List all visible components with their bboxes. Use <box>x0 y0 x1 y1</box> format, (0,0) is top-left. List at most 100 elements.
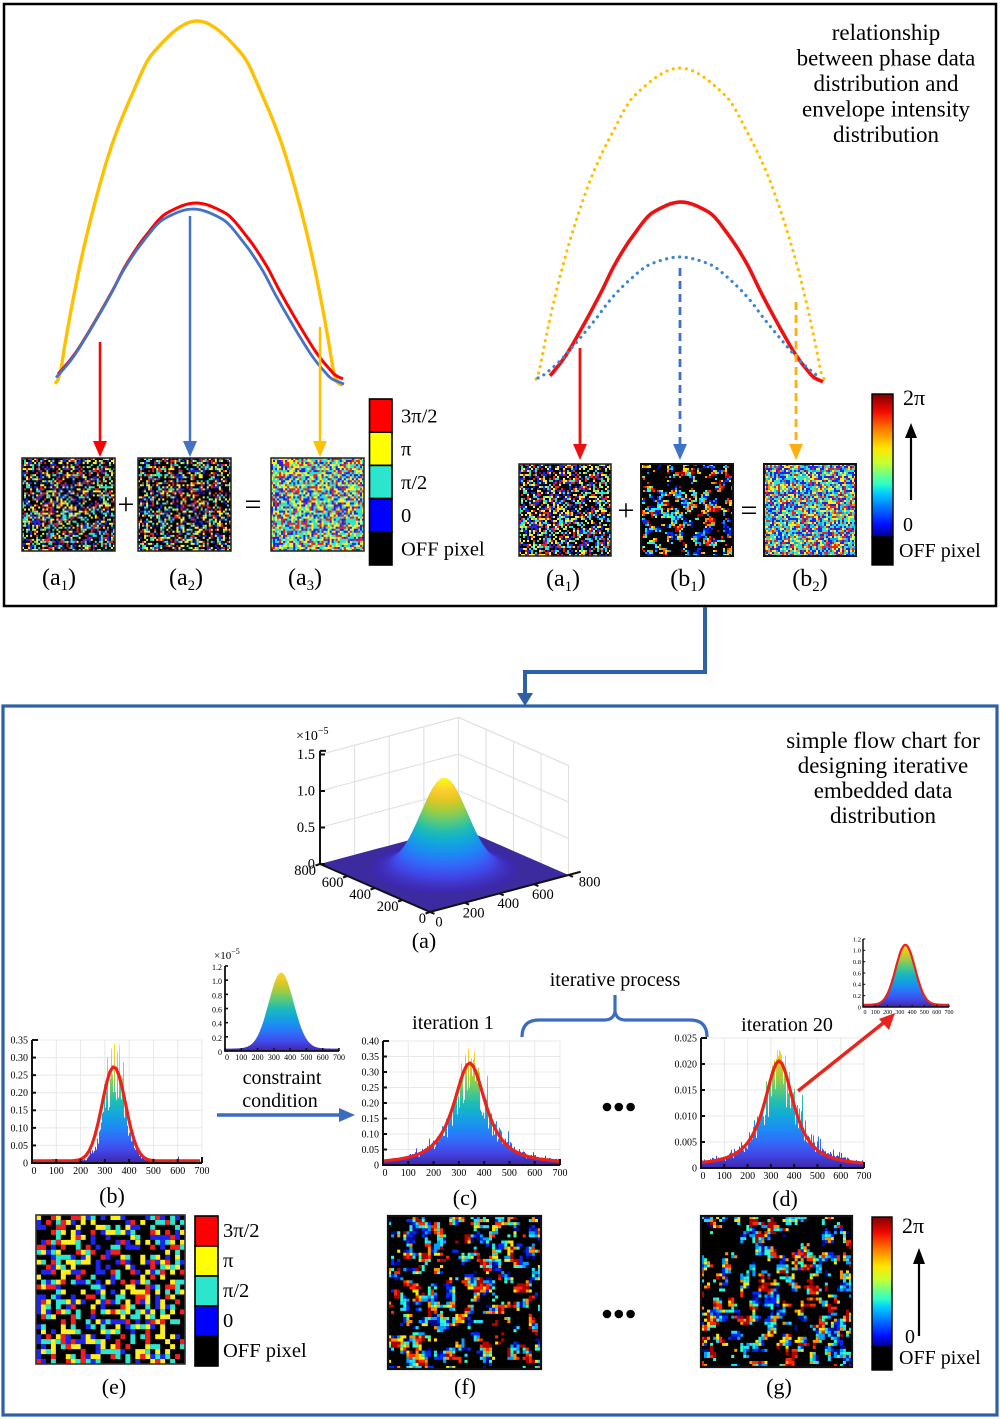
svg-text:200: 200 <box>463 905 485 921</box>
svg-text:0.6: 0.6 <box>212 1006 222 1015</box>
svg-text:0.020: 0.020 <box>675 1059 698 1070</box>
svg-text:0.25: 0.25 <box>11 1071 29 1082</box>
svg-text:800: 800 <box>294 863 316 879</box>
svg-text:+: + <box>118 488 135 521</box>
svg-text:600: 600 <box>170 1166 185 1177</box>
svg-text:3π/2: 3π/2 <box>401 406 438 428</box>
svg-text:constraint: constraint <box>243 1067 322 1089</box>
svg-text:0: 0 <box>419 911 426 927</box>
svg-text:0.005: 0.005 <box>675 1137 698 1148</box>
svg-text:300: 300 <box>763 1171 778 1182</box>
svg-text:3π/2: 3π/2 <box>223 1220 260 1242</box>
svg-text:(a1): (a1) <box>546 566 580 595</box>
svg-text:π/2: π/2 <box>401 472 427 494</box>
svg-text:+: + <box>618 494 635 527</box>
svg-text:200: 200 <box>426 1168 441 1179</box>
svg-text:0.4: 0.4 <box>853 982 862 989</box>
svg-text:OFF pixel: OFF pixel <box>223 1340 307 1362</box>
svg-text:200: 200 <box>740 1171 755 1182</box>
svg-text:0: 0 <box>308 857 315 873</box>
svg-text:(f): (f) <box>454 1374 476 1399</box>
svg-text:(e): (e) <box>102 1374 126 1399</box>
svg-text:(a3): (a3) <box>288 565 322 594</box>
svg-text:500: 500 <box>502 1168 517 1179</box>
svg-text:300: 300 <box>895 1010 904 1016</box>
svg-text:iteration 20: iteration 20 <box>741 1014 833 1036</box>
svg-text:400: 400 <box>284 1053 296 1062</box>
svg-text:0: 0 <box>858 1004 861 1011</box>
svg-text:200: 200 <box>73 1166 88 1177</box>
svg-text:0: 0 <box>692 1163 697 1174</box>
svg-text:500: 500 <box>300 1053 312 1062</box>
svg-text:1.2: 1.2 <box>212 963 222 972</box>
svg-text:0.20: 0.20 <box>362 1098 380 1109</box>
svg-text:1.2: 1.2 <box>853 936 861 943</box>
svg-text:600: 600 <box>322 875 344 891</box>
svg-text:condition: condition <box>242 1090 318 1112</box>
svg-text:0.15: 0.15 <box>11 1106 29 1117</box>
svg-text:0.2: 0.2 <box>212 1034 222 1043</box>
svg-text:0: 0 <box>32 1166 37 1177</box>
svg-text:0: 0 <box>374 1160 379 1171</box>
svg-text:π/2: π/2 <box>223 1280 249 1302</box>
svg-text:0.20: 0.20 <box>11 1088 29 1099</box>
svg-text:OFF pixel: OFF pixel <box>401 538 485 560</box>
svg-text:100: 100 <box>871 1010 880 1016</box>
svg-text:(b1): (b1) <box>670 566 705 595</box>
svg-text:400: 400 <box>908 1010 917 1016</box>
svg-text:0.8: 0.8 <box>853 959 861 966</box>
svg-text:300: 300 <box>268 1053 280 1062</box>
svg-text:between phase data: between phase data <box>797 46 976 71</box>
svg-text:=: = <box>741 494 758 527</box>
svg-text:0: 0 <box>23 1158 28 1169</box>
svg-text:0.5: 0.5 <box>297 820 315 836</box>
svg-text:100: 100 <box>401 1168 416 1179</box>
svg-text:400: 400 <box>477 1168 492 1179</box>
svg-text:envelope intensity: envelope intensity <box>802 97 970 122</box>
svg-text:400: 400 <box>497 896 519 912</box>
svg-text:0: 0 <box>864 1010 867 1016</box>
svg-text:OFF pixel: OFF pixel <box>899 1347 981 1369</box>
svg-text:200: 200 <box>377 899 399 915</box>
svg-text:300: 300 <box>451 1168 466 1179</box>
svg-text:600: 600 <box>317 1053 329 1062</box>
svg-text:(g): (g) <box>766 1374 792 1399</box>
svg-text:0.35: 0.35 <box>362 1052 380 1063</box>
svg-text:0: 0 <box>383 1168 388 1179</box>
svg-text:800: 800 <box>579 874 601 890</box>
svg-text:(b): (b) <box>99 1183 125 1208</box>
svg-text:0.10: 0.10 <box>362 1129 380 1140</box>
svg-text:700: 700 <box>857 1171 872 1182</box>
svg-text:400: 400 <box>787 1171 802 1182</box>
svg-text:0.30: 0.30 <box>362 1067 380 1078</box>
svg-text:(d): (d) <box>772 1186 798 1211</box>
svg-text:0.10: 0.10 <box>11 1123 29 1134</box>
svg-text:200: 200 <box>252 1053 264 1062</box>
svg-text:(a): (a) <box>412 928 436 953</box>
svg-text:600: 600 <box>532 887 554 903</box>
svg-text:200: 200 <box>883 1010 892 1016</box>
svg-text:1.5: 1.5 <box>297 747 315 763</box>
svg-text:100: 100 <box>717 1171 732 1182</box>
svg-text:0: 0 <box>905 1326 915 1348</box>
svg-text:0.6: 0.6 <box>853 970 862 977</box>
svg-text:0: 0 <box>401 505 411 527</box>
svg-text:simple flow chart for: simple flow chart for <box>786 728 980 753</box>
svg-text:0.05: 0.05 <box>362 1145 380 1156</box>
svg-text:100: 100 <box>235 1053 247 1062</box>
svg-text:π: π <box>401 439 412 461</box>
svg-text:iteration 1: iteration 1 <box>412 1012 494 1034</box>
svg-text:0.15: 0.15 <box>362 1114 380 1125</box>
svg-text:500: 500 <box>146 1166 161 1177</box>
svg-text:2π: 2π <box>903 385 925 410</box>
svg-text:OFF pixel: OFF pixel <box>899 540 981 562</box>
svg-text:1.0: 1.0 <box>212 977 222 986</box>
svg-text:400: 400 <box>122 1166 137 1177</box>
svg-text:π: π <box>223 1250 234 1272</box>
svg-text:0.015: 0.015 <box>675 1085 698 1096</box>
svg-text:700: 700 <box>333 1053 345 1062</box>
svg-text:distribution and: distribution and <box>813 71 959 96</box>
svg-text:0: 0 <box>701 1171 706 1182</box>
svg-text:600: 600 <box>932 1010 941 1016</box>
svg-text:500: 500 <box>920 1010 929 1016</box>
